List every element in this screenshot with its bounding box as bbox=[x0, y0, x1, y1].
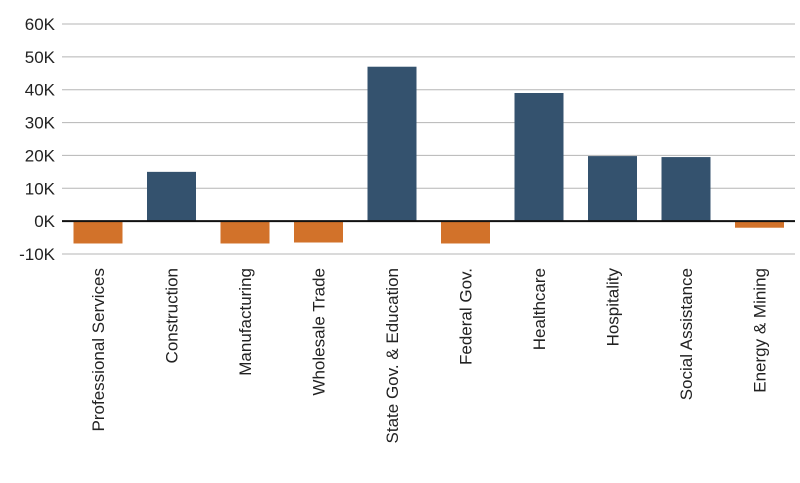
category-label: Social Assistance bbox=[677, 268, 696, 400]
bar bbox=[147, 171, 196, 222]
bar bbox=[367, 66, 417, 222]
category-label: Professional Services bbox=[89, 268, 108, 431]
y-tick-label: 20K bbox=[25, 146, 56, 165]
bar bbox=[220, 221, 270, 244]
y-axis-tick-labels: 60K 50K 40K 30K 20K 10K 0K -10K bbox=[19, 15, 56, 264]
category-label: State Gov. & Education bbox=[383, 268, 402, 443]
y-tick-label: 0K bbox=[34, 212, 55, 231]
category-label: Energy & Mining bbox=[751, 268, 770, 393]
bar bbox=[294, 221, 343, 243]
bar bbox=[735, 221, 784, 228]
category-label: Manufacturing bbox=[236, 268, 255, 376]
bar bbox=[73, 221, 123, 244]
bars bbox=[73, 66, 784, 244]
y-tick-label: 60K bbox=[25, 15, 56, 34]
y-tick-label: 40K bbox=[25, 81, 56, 100]
category-label: Healthcare bbox=[530, 268, 549, 350]
y-tick-label: 50K bbox=[25, 48, 56, 67]
bar bbox=[514, 93, 564, 222]
bar bbox=[441, 221, 490, 244]
bar bbox=[661, 157, 711, 222]
y-tick-label: 30K bbox=[25, 114, 56, 133]
category-label: Hospitality bbox=[604, 268, 623, 347]
y-tick-label: -10K bbox=[19, 245, 56, 264]
y-tick-label: 10K bbox=[25, 179, 56, 198]
category-label: Wholesale Trade bbox=[310, 268, 329, 396]
bar bbox=[588, 156, 637, 222]
category-label: Construction bbox=[163, 268, 182, 363]
category-label: Federal Gov. bbox=[457, 268, 476, 365]
category-labels: Professional Services Construction Manufac… bbox=[89, 268, 770, 444]
